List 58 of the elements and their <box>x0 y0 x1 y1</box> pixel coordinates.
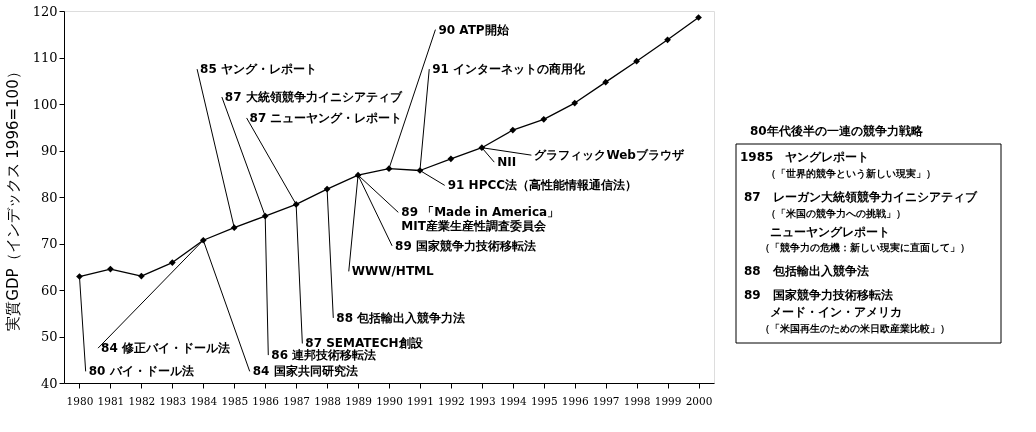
annotation: 84 国家共同研究法 <box>252 364 358 379</box>
x-tick-label: 1987 <box>283 394 311 407</box>
x-tick-label: 1993 <box>468 394 496 407</box>
y-tick-label: 50 <box>40 329 58 344</box>
y-axis-title: 実質GDP（インデックス 1996=100） <box>3 64 22 331</box>
annotation: NII <box>497 155 517 170</box>
annotation: 86 連邦技術移転法 <box>271 348 377 363</box>
x-tick-label: 1984 <box>190 394 218 407</box>
text: （「米国再生のための米日欧産業比較」） <box>760 323 950 334</box>
y-tick-label: 40 <box>40 375 58 391</box>
text: （「競争力の危機：新しい現実に直面して」） <box>760 242 970 253</box>
x-tick-label: 1996 <box>561 394 589 407</box>
annotation: 89 国家競争力技術移転法 <box>395 238 536 253</box>
y-tick-label: 60 <box>40 282 58 298</box>
annotation: 84 修正バイ・ドール法 <box>101 341 230 356</box>
y-tick-label: 100 <box>32 96 58 112</box>
text: メード・イン・アメリカ <box>770 305 902 319</box>
annotation: グラフィックWebブラウザ <box>534 148 685 163</box>
y-tick-label: 70 <box>40 236 58 251</box>
annotation: 91 インターネットの商用化 <box>432 62 587 77</box>
text: 89 国家競争力技術移転法 <box>744 288 893 302</box>
text: 80年代後半の一連の競争力戦略 <box>750 124 924 138</box>
annotation: 85 ヤング・レポート <box>200 62 317 77</box>
x-tick-label: 1980 <box>66 394 94 407</box>
x-tick-label: 1995 <box>530 394 558 407</box>
y-tick-label: 80 <box>40 189 58 205</box>
annotation: 90 ATP開始 <box>438 22 510 37</box>
x-tick-label: 1999 <box>654 394 682 407</box>
x-tick-label: 1986 <box>252 394 280 407</box>
x-tick-label: 1992 <box>438 394 465 407</box>
y-tick-label: 110 <box>32 50 58 65</box>
annotation: 87 大統領競争力イニシアティブ <box>224 90 403 105</box>
x-tick-label: 1982 <box>128 394 156 407</box>
annotation: 88 包括輸出入競争力法 <box>336 310 466 325</box>
annotation: 87 ニューヤング・レポート <box>249 110 403 125</box>
y-tick-label: 120 <box>32 3 58 19</box>
text: 87 レーガン大統領競争力イニシアティブ <box>744 190 978 204</box>
text: 88 包括輸出入競争法 <box>744 264 869 278</box>
annotation: 80 バイ・ドール法 <box>88 364 194 379</box>
annotation: 91 HPCC法（高性能情報通信法） <box>447 178 638 193</box>
text: ニューヤングレポート <box>770 225 890 239</box>
x-tick-label: 1983 <box>159 394 187 407</box>
x-tick-label: 1981 <box>97 394 125 407</box>
text: （「米国の競争力への挑戦」） <box>766 208 906 219</box>
x-tick-label: 1994 <box>499 394 527 407</box>
x-tick-label: 1998 <box>623 394 651 407</box>
text: （「世界的競争という新しい現実」） <box>766 168 936 180</box>
annotation: 89 「Made in America」 MIT産業生産性調査委員会 <box>401 205 560 234</box>
x-tick-label: 1997 <box>592 394 620 407</box>
x-tick-label: 1988 <box>314 394 341 407</box>
x-tick-label: 1985 <box>221 394 249 407</box>
annotation: WWW/HTML <box>351 264 435 279</box>
x-tick-label: 2000 <box>685 394 713 407</box>
x-tick-label: 1991 <box>407 394 434 407</box>
x-tick-label: 1990 <box>376 394 403 407</box>
y-tick-label: 90 <box>40 143 58 158</box>
x-tick-label: 1989 <box>345 394 372 407</box>
text: 1985 ヤングレポート <box>740 150 870 164</box>
